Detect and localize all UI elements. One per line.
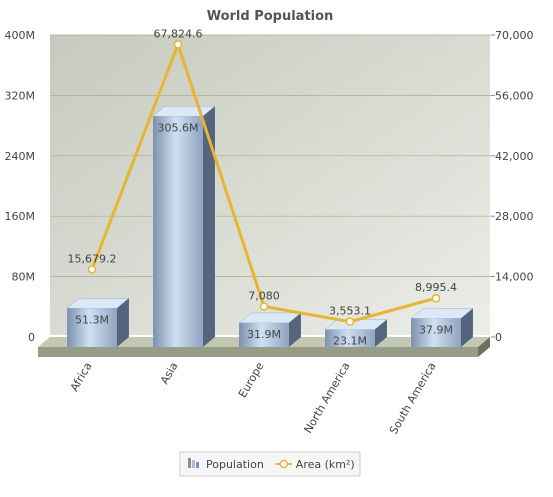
legend-box [179, 451, 361, 477]
x-tick-label: Europe [236, 360, 267, 400]
y2-tick-label: 56,000 [495, 89, 534, 102]
x-tick-label: North America [302, 360, 353, 435]
line-point [173, 40, 183, 49]
data-label: 67,824.6 [154, 27, 203, 40]
bar-front [67, 308, 117, 347]
line-point [431, 293, 441, 303]
chart-title: World Population [207, 9, 334, 24]
y2-tick-label: 42,000 [495, 150, 534, 163]
line-point [87, 265, 97, 274]
bar-front [153, 116, 203, 347]
x-tick-label: South America [387, 360, 439, 437]
x-tick-label: Asia [158, 360, 181, 386]
y2-tick-label: 0 [495, 331, 502, 344]
y-tick-label: 320M [5, 89, 36, 102]
bar-side [460, 308, 473, 347]
bar-front [239, 322, 289, 347]
y-tick-label: 0 [28, 331, 35, 344]
y2-tick-label: 28,000 [495, 210, 534, 223]
bar [66, 298, 130, 347]
bar [410, 308, 474, 347]
bar [324, 319, 388, 347]
y-tick-label: 160M [5, 210, 36, 223]
floor-side [478, 337, 490, 357]
legend-swatch [196, 462, 199, 468]
y-tick-label: 400M [5, 29, 36, 42]
bar-side [116, 298, 129, 347]
data-label: 7,080 [248, 289, 280, 302]
floor-front [38, 347, 478, 357]
data-label: 3,553.1 [329, 305, 371, 318]
bar-side [202, 106, 215, 347]
data-label: 51.3M [75, 313, 109, 326]
y-tick-label: 80M [12, 271, 36, 284]
bar [152, 106, 216, 347]
data-label: 31.9M [247, 328, 281, 341]
bar-side [374, 319, 387, 347]
legend: Population Area (km²) [179, 451, 361, 477]
y2-tick-label: 14,000 [495, 271, 534, 284]
bar-front [411, 318, 461, 347]
y-tick-label: 240M [5, 150, 36, 163]
data-label: 37.9M [419, 323, 453, 336]
bar [238, 312, 302, 347]
data-label: 23.1M [333, 335, 367, 348]
line-point [259, 302, 269, 311]
line-point [345, 317, 355, 326]
bar-side [288, 312, 301, 347]
x-tick-label: Africa [68, 360, 95, 394]
legend-swatch [279, 459, 289, 469]
data-label: 305.6M [158, 121, 199, 134]
bar-front [325, 329, 375, 347]
data-label: 8,995.4 [415, 281, 457, 294]
legend-label: Population [206, 458, 264, 471]
legend-swatch [188, 458, 191, 468]
legend-label: Area (km²) [296, 458, 355, 471]
y2-tick-label: 70,000 [495, 29, 534, 42]
data-label: 15,679.2 [68, 252, 117, 265]
legend-swatch [192, 460, 195, 468]
